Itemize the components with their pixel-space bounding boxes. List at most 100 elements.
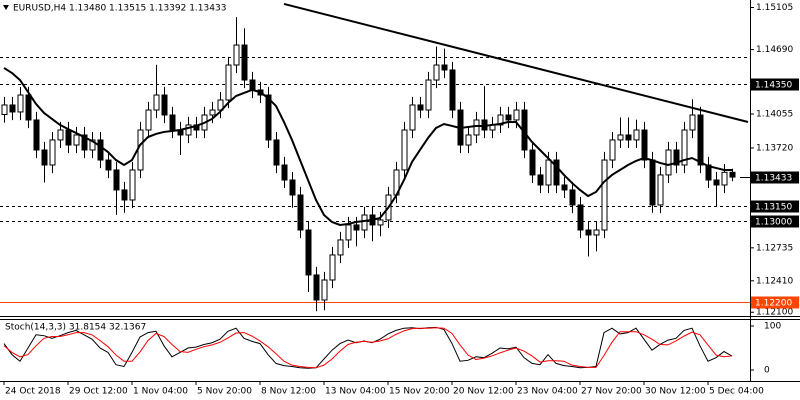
candle-body <box>273 139 280 166</box>
candle-body <box>281 164 288 181</box>
candle-body <box>161 94 168 116</box>
x-tick-label: 24 Oct 2018 <box>5 387 61 397</box>
level-label: 1.12200 <box>755 299 792 309</box>
candle-body <box>697 114 704 166</box>
candle-body <box>417 104 424 111</box>
chart-title: EURUSD,H4 1.13480 1.13515 1.13392 1.1343… <box>13 4 226 14</box>
candle-body <box>609 139 616 161</box>
candle-body <box>105 159 112 171</box>
candle-body <box>537 174 544 186</box>
candle-body <box>473 119 480 136</box>
candle-body <box>225 64 232 101</box>
candle-body <box>33 119 40 151</box>
candle-body <box>505 114 512 121</box>
x-tick-label: 27 Nov 20:00 <box>581 387 642 397</box>
x-tick-label: 23 Nov 04:00 <box>517 387 578 397</box>
candle-body <box>145 109 152 131</box>
y-tick-label: 100 <box>764 322 781 332</box>
candle-body <box>25 94 32 121</box>
candle-body <box>89 139 96 151</box>
candle-body <box>361 214 368 231</box>
candle-body <box>625 134 632 141</box>
candle-body <box>97 139 104 161</box>
x-tick-label: 30 Nov 12:00 <box>645 387 706 397</box>
level-label: 1.13000 <box>755 218 792 228</box>
candle-body <box>433 64 440 81</box>
moving-average <box>3 67 732 226</box>
candle-body <box>425 79 432 111</box>
candle-body <box>665 149 672 176</box>
candle-body <box>57 129 64 141</box>
candle-body <box>545 159 552 186</box>
x-tick-label: 5 Nov 20:00 <box>197 387 252 397</box>
candle-body <box>17 94 24 113</box>
candle-body <box>297 194 304 231</box>
last-price-label-box <box>751 171 799 184</box>
candle-body <box>401 129 408 171</box>
candle-body <box>553 159 560 186</box>
candle-body <box>633 129 640 141</box>
level-label: 1.13150 <box>755 203 792 213</box>
candle-body <box>441 64 448 71</box>
candle-body <box>153 94 160 111</box>
candle-body <box>721 171 728 186</box>
x-tick-label: 5 Dec 04:00 <box>709 387 764 397</box>
candle-body <box>561 184 568 191</box>
candle-body <box>305 229 312 276</box>
x-tick-label: 20 Nov 12:00 <box>453 387 514 397</box>
indicator-title: Stoch(14,3,3) 31.8154 32.1367 <box>5 323 146 333</box>
candle-body <box>321 279 328 301</box>
candle-body <box>585 229 592 236</box>
candle-body <box>337 239 344 256</box>
candle-body <box>81 134 88 151</box>
x-tick-label: 15 Nov 20:00 <box>389 387 450 397</box>
candle-body <box>673 149 680 166</box>
candle-body <box>41 149 48 166</box>
trendline <box>283 2 749 123</box>
candle-body <box>657 174 664 206</box>
candle-body <box>649 159 656 206</box>
x-tick-label: 29 Oct 12:00 <box>69 387 128 397</box>
level-label-box <box>751 200 799 213</box>
candle-body <box>265 94 272 141</box>
x-tick-label: 1 Nov 04:00 <box>133 387 188 397</box>
candle-body <box>465 134 472 146</box>
candle-body <box>169 114 176 131</box>
candle-body <box>121 189 128 201</box>
candle-body <box>601 159 608 231</box>
candle-body <box>681 129 688 166</box>
candle-body <box>729 171 736 178</box>
candle-body <box>1 104 8 115</box>
level-label: 1.14350 <box>755 81 792 91</box>
last-price-label: 1.13433 <box>755 174 792 184</box>
y-tick-label: 1.12410 <box>756 276 793 286</box>
collapse-icon <box>3 5 9 10</box>
indicator-line <box>3 327 733 369</box>
candle-body <box>329 254 336 281</box>
candle-body <box>513 109 520 121</box>
candle-body <box>249 79 256 91</box>
candle-body <box>449 69 456 111</box>
candle-body <box>529 149 536 176</box>
candle-body <box>353 224 360 231</box>
candle-body <box>73 134 80 146</box>
candle-body <box>113 169 120 191</box>
candle-body <box>65 129 72 146</box>
level-label-box <box>751 215 799 228</box>
y-tick-label: 1.12735 <box>756 243 793 253</box>
y-tick-label: 1.13720 <box>756 143 793 153</box>
candle-body <box>233 44 240 66</box>
candle-body <box>569 189 576 206</box>
candle-body <box>577 204 584 231</box>
stoch-plot <box>3 326 733 369</box>
candle-body <box>241 44 248 81</box>
y-tick-label: 1.14690 <box>756 45 793 55</box>
candle-body <box>497 114 504 126</box>
x-tick-label: 13 Nov 04:00 <box>325 387 386 397</box>
candle-body <box>377 219 384 226</box>
candle-body <box>289 179 296 196</box>
